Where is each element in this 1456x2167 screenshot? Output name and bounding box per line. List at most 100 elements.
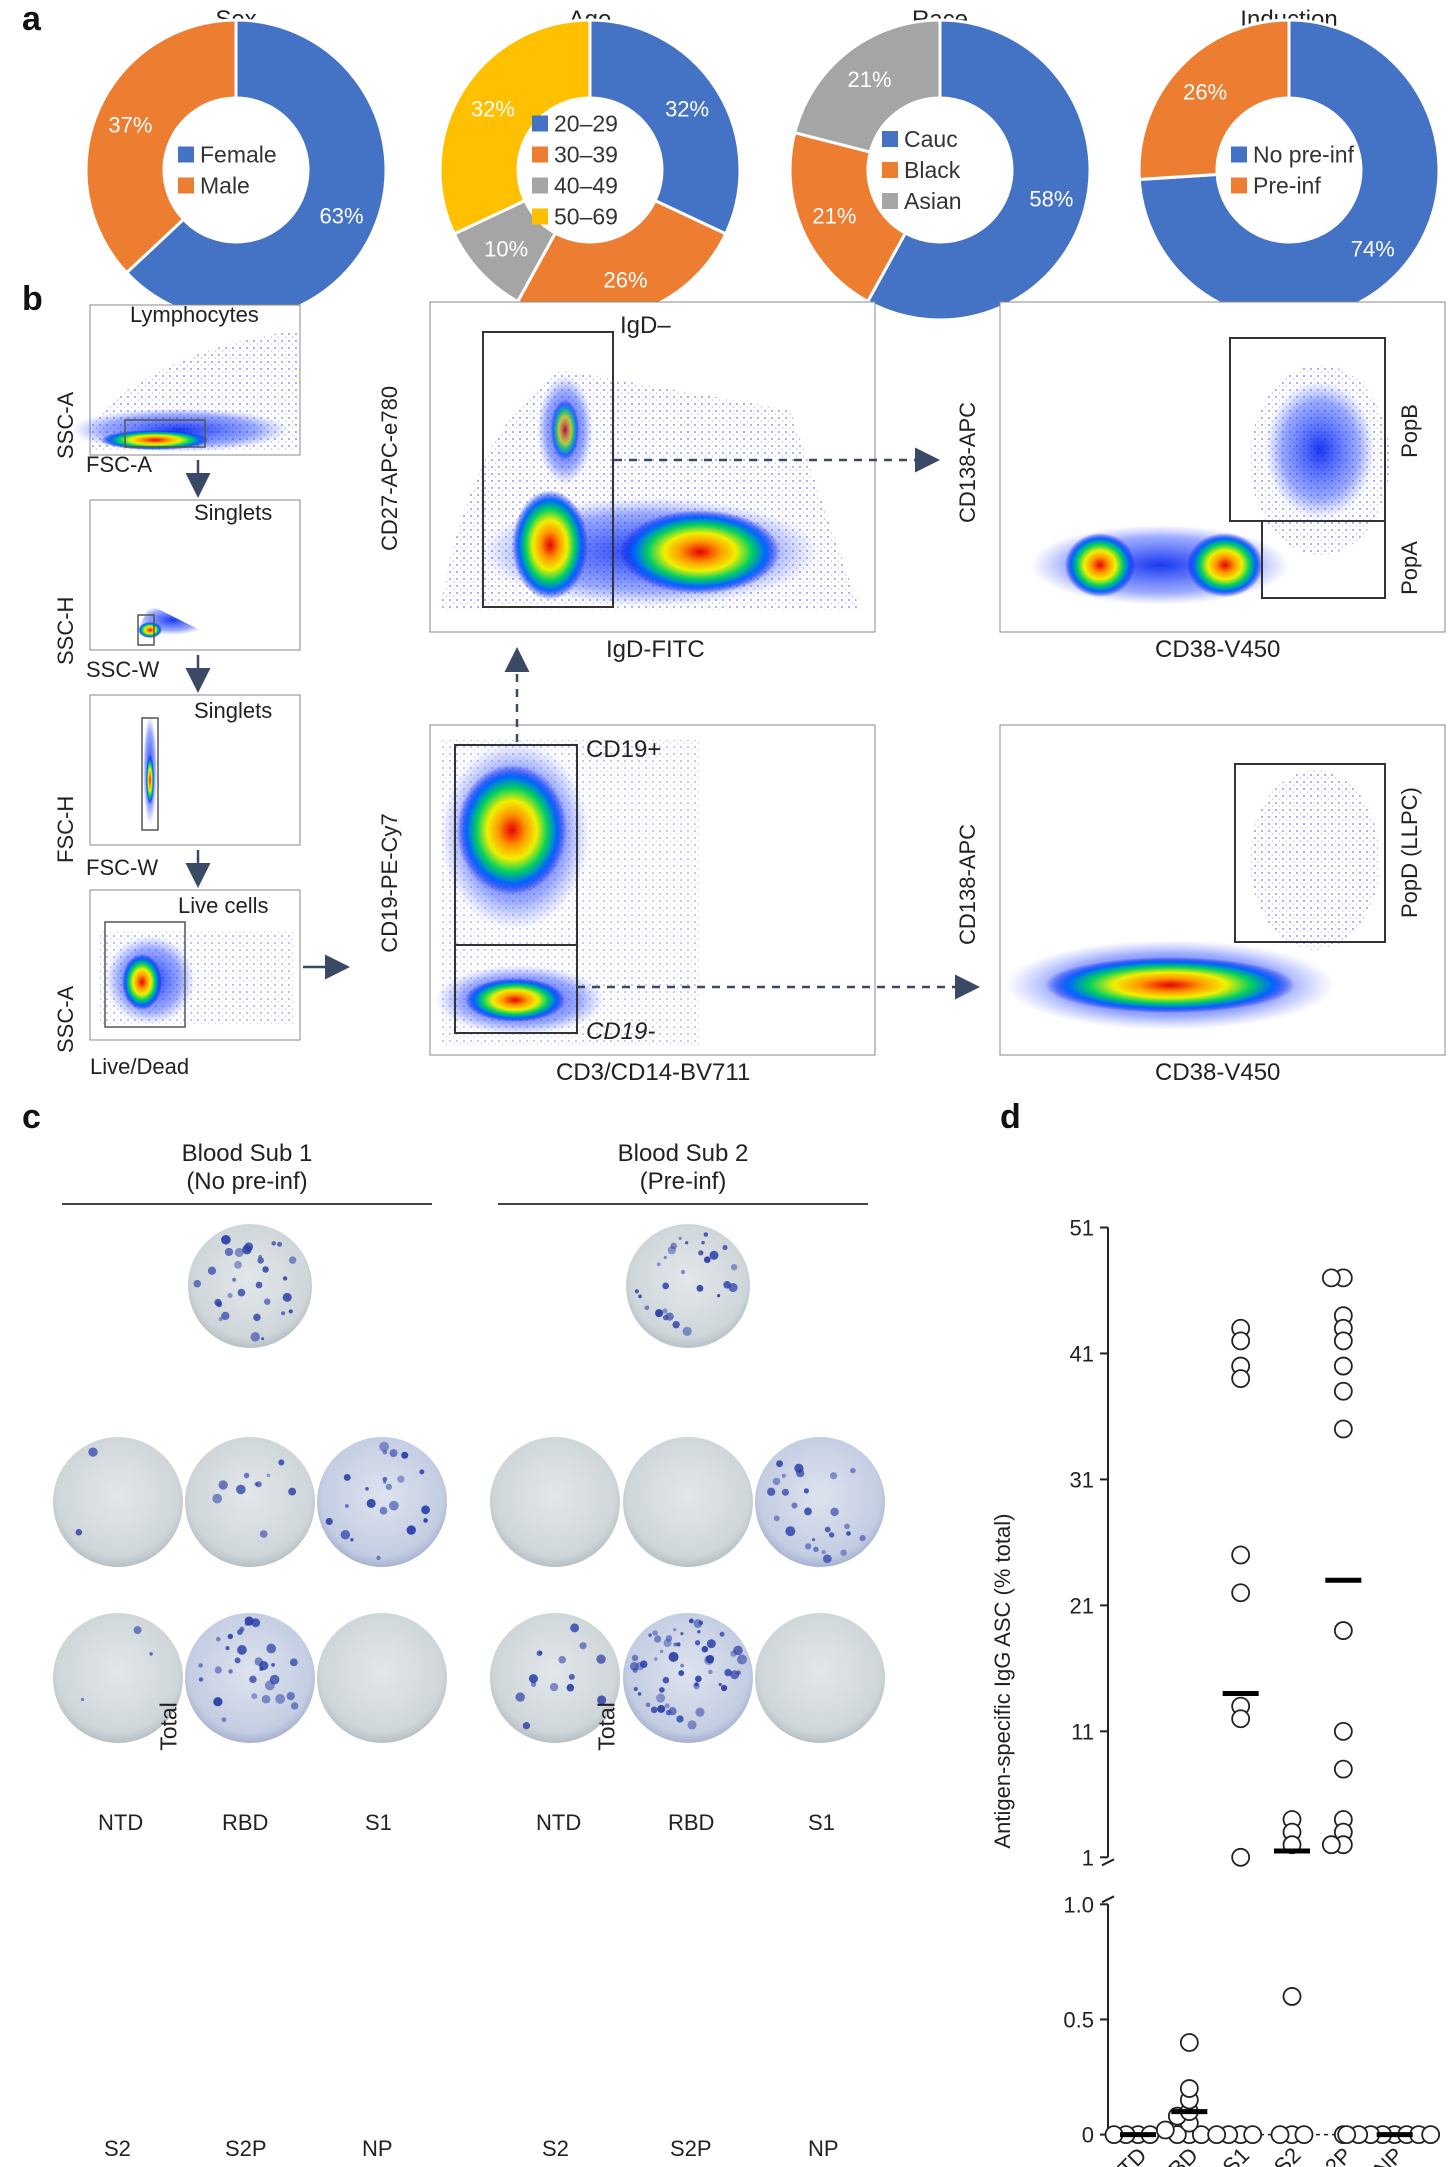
- plot-singlets-fsc: [89, 694, 301, 846]
- data-point: [1231, 1847, 1251, 1867]
- panel-label-b: b: [22, 280, 43, 318]
- sub1-label-s2: S2: [104, 2136, 131, 2161]
- sub1-divider: [62, 1203, 432, 1205]
- donut-slice-label: 21%: [812, 204, 856, 229]
- donut-chart: 63% 37% Female Male: [84, 18, 388, 322]
- axis-break-mark: [1101, 1895, 1115, 1904]
- data-point: [1231, 1583, 1251, 1603]
- axis-x-fsc-w: FSC-W: [86, 855, 159, 880]
- sub2-label-s2p: S2P: [670, 2136, 712, 2161]
- donut-slice: [1137, 18, 1291, 182]
- gate-label-popd: PopD (LLPC): [1397, 787, 1422, 918]
- sub1-well-s2: [53, 1613, 183, 1743]
- legend-swatch: [532, 146, 548, 163]
- legend-label: No pre-inf: [1253, 142, 1355, 168]
- gate-label-lymphocytes: Lymphocytes: [130, 302, 259, 327]
- donut-slice: [84, 18, 238, 275]
- axis-x-cd38-2: CD38-V450: [1155, 1059, 1281, 1086]
- x-tick-label: S2P: [1310, 2142, 1357, 2167]
- gate-label-live-cells: Live cells: [178, 893, 269, 918]
- legend-swatch: [178, 146, 194, 163]
- sub1-well-s2p: [185, 1613, 315, 1743]
- legend-swatch: [1231, 177, 1247, 194]
- donut-slice: [1137, 18, 1441, 322]
- plot-cd19: [429, 724, 876, 1056]
- sub1-total-label: Total: [155, 1702, 182, 1751]
- sub1-well-rbd: [185, 1437, 315, 1567]
- axis-y-cd138-2: CD138-APC: [955, 823, 980, 945]
- data-point: [1333, 1621, 1353, 1640]
- sub2-title-line2: (Pre-inf): [639, 1168, 727, 1195]
- y-tick-label: 0.5: [1063, 2007, 1094, 2032]
- legend-label: Cauc: [904, 126, 958, 152]
- y-tick-label: 0: [1082, 2123, 1094, 2148]
- axis-x-live-dead: Live/Dead: [90, 1054, 190, 1079]
- sub1-well-np: [317, 1613, 447, 1743]
- data-point: [1333, 1721, 1353, 1741]
- sub2-well-total: [626, 1224, 750, 1348]
- y-tick-label: 41: [1070, 1341, 1094, 1366]
- axis-y-ssc-a-1: SSC-A: [53, 391, 78, 459]
- sub2-divider: [498, 1203, 868, 1205]
- data-point: [1231, 1709, 1251, 1729]
- donut-slice-label: 74%: [1351, 237, 1395, 262]
- donut-slice: [438, 18, 592, 236]
- legend-swatch: [1231, 146, 1247, 163]
- sub1-label-s2p: S2P: [225, 2136, 267, 2161]
- sub1-label-rbd: RBD: [222, 1810, 269, 1835]
- axis-y-ssc-a-2: SSC-A: [53, 985, 78, 1053]
- y-tick-label: 31: [1070, 1467, 1094, 1492]
- data-point: [1333, 1419, 1353, 1439]
- donut-slice: [865, 18, 1092, 322]
- sub2-title-line1: Blood Sub 2: [617, 1140, 749, 1167]
- donut-slice: [788, 130, 908, 304]
- gate-label-singlets-2: Singlets: [194, 698, 273, 723]
- legend-swatch: [532, 177, 548, 194]
- axis-x-igd-fitc: IgD-FITC: [606, 636, 705, 663]
- gate-label-igd: IgD–: [620, 312, 671, 339]
- data-point: [1333, 1381, 1353, 1401]
- axis-y-fsc-h: FSC-H: [53, 795, 78, 863]
- panel-label-c: c: [22, 1098, 41, 1136]
- legend-swatch: [882, 131, 898, 147]
- sub1-label-np: NP: [362, 2136, 393, 2161]
- donut-slice-label: 26%: [1183, 79, 1227, 104]
- axis-x-fsc-a: FSC-A: [86, 452, 152, 477]
- sub2-well-np: [755, 1613, 885, 1743]
- plot-igd: [429, 301, 876, 633]
- donut-slice: [588, 18, 742, 236]
- axis-y-ssc-h: SSC-H: [53, 596, 78, 665]
- data-point: [1104, 2125, 1124, 2144]
- y-tick-label: 11: [1071, 1719, 1094, 1744]
- sub2-label-rbd: RBD: [668, 1810, 715, 1835]
- plot-live-cells: [89, 889, 301, 1041]
- legend-swatch: [882, 162, 898, 178]
- axis-break-mark: [1101, 1858, 1115, 1867]
- donut-slice-label: 21%: [847, 67, 891, 92]
- sub2-well-ntd: [490, 1437, 620, 1567]
- sub2-well-s1: [755, 1437, 885, 1567]
- donut-slice-label: 26%: [604, 267, 648, 292]
- y-tick-label: 21: [1070, 1593, 1094, 1618]
- sub2-label-ntd: NTD: [536, 1810, 582, 1835]
- sub2-well-s2p: [623, 1613, 753, 1743]
- y-axis-label: Antigen-specific IgG ASC (% total): [990, 1514, 1015, 1849]
- plot-popab: [999, 301, 1446, 633]
- sub2-label-np: NP: [808, 2136, 839, 2161]
- x-tick-label: RBD: [1152, 2142, 1203, 2167]
- legend-label: 50–69: [554, 204, 618, 230]
- data-point: [1231, 1331, 1251, 1351]
- data-point: [1321, 1268, 1341, 1288]
- sub2-total-label: Total: [593, 1702, 620, 1751]
- data-point: [1231, 1545, 1251, 1565]
- legend-label: 40–49: [554, 173, 618, 199]
- legend-label: Male: [200, 173, 250, 199]
- data-point: [1207, 2125, 1227, 2144]
- data-point: [1179, 2079, 1199, 2098]
- plot-popd: [999, 724, 1446, 1056]
- y-tick-label: 1: [1082, 1845, 1094, 1870]
- data-point: [1333, 1356, 1353, 1376]
- axis-y-cd19: CD19-PE-Cy7: [377, 813, 402, 953]
- donut-slice-label: 37%: [108, 112, 152, 137]
- donut-slice-label: 32%: [665, 96, 709, 121]
